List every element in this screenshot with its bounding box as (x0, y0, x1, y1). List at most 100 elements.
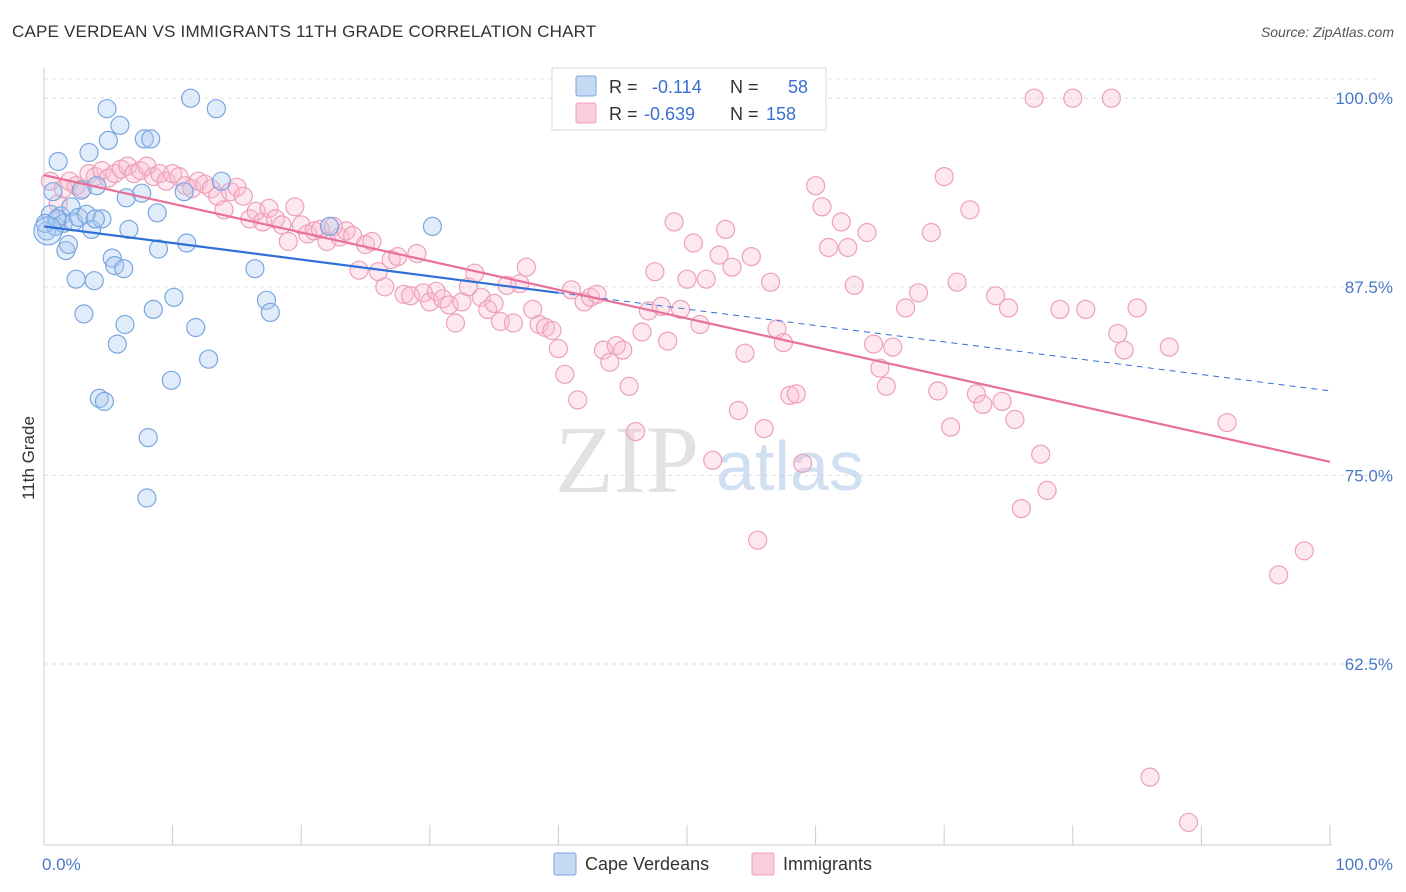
point-immigrants (805, 176, 826, 196)
point-cape-verdeans (164, 287, 184, 307)
point-immigrants (985, 286, 1006, 306)
point-immigrants (960, 200, 980, 220)
data-points (33, 88, 1314, 833)
point-cape-verdeans (107, 334, 127, 354)
chart-source: Source: ZipAtlas.com (1260, 24, 1394, 40)
point-immigrants (259, 198, 279, 218)
point-immigrants (1063, 88, 1083, 108)
legend-n-value-immigrants: 158 (766, 104, 796, 124)
point-immigrants (426, 281, 446, 301)
point-immigrants (484, 293, 504, 313)
y-tick-labels: 100.0% 87.5% 75.0% 62.5% (1335, 89, 1393, 674)
point-cape-verdeans (89, 388, 109, 408)
axes (43, 68, 1332, 846)
point-immigrants (728, 400, 749, 421)
point-cape-verdeans (260, 302, 280, 322)
point-cape-verdeans (58, 234, 79, 255)
point-immigrants (349, 260, 369, 280)
point-immigrants (445, 313, 466, 333)
y-tick-label: 100.0% (1335, 89, 1393, 108)
point-immigrants (773, 333, 794, 353)
point-immigrants (998, 298, 1019, 318)
point-immigrants (973, 394, 993, 414)
point-cape-verdeans (132, 183, 152, 203)
point-immigrants (703, 450, 723, 470)
point-cape-verdeans (85, 209, 106, 229)
point-immigrants (735, 343, 755, 363)
y-tick-label: 62.5% (1345, 655, 1393, 674)
point-cape-verdeans (319, 216, 340, 236)
point-immigrants (966, 384, 987, 404)
point-immigrants (1101, 88, 1122, 108)
point-cape-verdeans (245, 259, 265, 279)
point-cape-verdeans (174, 182, 194, 202)
legend-bottom-label-cape-verdeans: Cape Verdeans (585, 854, 709, 874)
legend-r-value-immigrants: -0.639 (644, 104, 695, 124)
point-cape-verdeans (69, 207, 89, 227)
point-immigrants (908, 283, 929, 303)
point-immigrants (568, 390, 588, 410)
point-immigrants (1114, 340, 1134, 360)
y-tick-label: 75.0% (1345, 466, 1393, 485)
point-immigrants (876, 376, 896, 396)
point-immigrants (1294, 541, 1314, 561)
point-immigrants (503, 313, 524, 333)
point-cape-verdeans-large (33, 216, 63, 246)
watermark-zip: ZIP (555, 406, 699, 513)
point-immigrants (156, 171, 176, 191)
legend-stats: R = -0.114 N = 58 R = -0.639 N = 158 (551, 67, 827, 131)
x-tick-label-left: 0.0% (42, 855, 81, 874)
point-immigrants (1217, 413, 1237, 433)
point-cape-verdeans (211, 171, 232, 191)
point-immigrants (548, 339, 569, 359)
point-cape-verdeans (48, 151, 68, 172)
point-cape-verdeans (148, 239, 169, 259)
point-immigrants (812, 197, 832, 217)
point-immigrants (818, 237, 839, 258)
legend-bottom-swatch-cape-verdeans (553, 852, 577, 876)
point-immigrants (516, 257, 536, 277)
point-immigrants (1268, 565, 1289, 585)
point-cape-verdeans (84, 271, 104, 291)
point-immigrants (760, 272, 781, 292)
point-cape-verdeans (143, 299, 163, 319)
legend-r-label-cape-verdeans: R = (609, 77, 638, 97)
point-cape-verdeans (137, 488, 157, 508)
point-immigrants (863, 334, 884, 354)
point-cape-verdeans (76, 204, 97, 224)
point-immigrants (677, 269, 697, 289)
point-cape-verdeans (181, 88, 201, 108)
point-cape-verdeans (97, 99, 117, 119)
legend-r-label-immigrants: R = (609, 104, 638, 124)
point-immigrants (1037, 480, 1057, 500)
point-cape-verdeans (115, 314, 135, 335)
point-immigrants (831, 212, 851, 232)
point-cape-verdeans (256, 290, 277, 310)
point-immigrants (683, 233, 704, 253)
legend-stats-box (551, 67, 827, 131)
point-immigrants (1011, 499, 1032, 519)
watermark: ZIP atlas (555, 406, 864, 513)
legend-r-value-cape-verdeans: -0.114 (652, 77, 702, 97)
legend-bottom-label-immigrants: Immigrants (783, 854, 872, 874)
point-immigrants (375, 277, 395, 297)
chart-title: CAPE VERDEAN VS IMMIGRANTS 11TH GRADE CO… (12, 22, 597, 41)
point-immigrants (741, 247, 761, 267)
point-cape-verdeans (94, 391, 115, 411)
point-cape-verdeans (114, 259, 134, 279)
legend-series: Cape Verdeans Immigrants (553, 852, 872, 876)
point-immigrants (278, 231, 298, 252)
point-cape-verdeans (98, 130, 118, 150)
point-cape-verdeans (110, 115, 130, 135)
point-immigrants (940, 417, 961, 437)
point-cape-verdeans (66, 269, 86, 289)
point-immigrants (233, 186, 253, 206)
point-cape-verdeans (161, 370, 181, 390)
legend-bottom-swatch-immigrants (751, 852, 775, 876)
point-cape-verdeans (74, 304, 94, 324)
point-immigrants (658, 331, 678, 351)
point-immigrants (1178, 812, 1199, 833)
point-immigrants (613, 340, 633, 360)
point-immigrants (838, 237, 858, 258)
